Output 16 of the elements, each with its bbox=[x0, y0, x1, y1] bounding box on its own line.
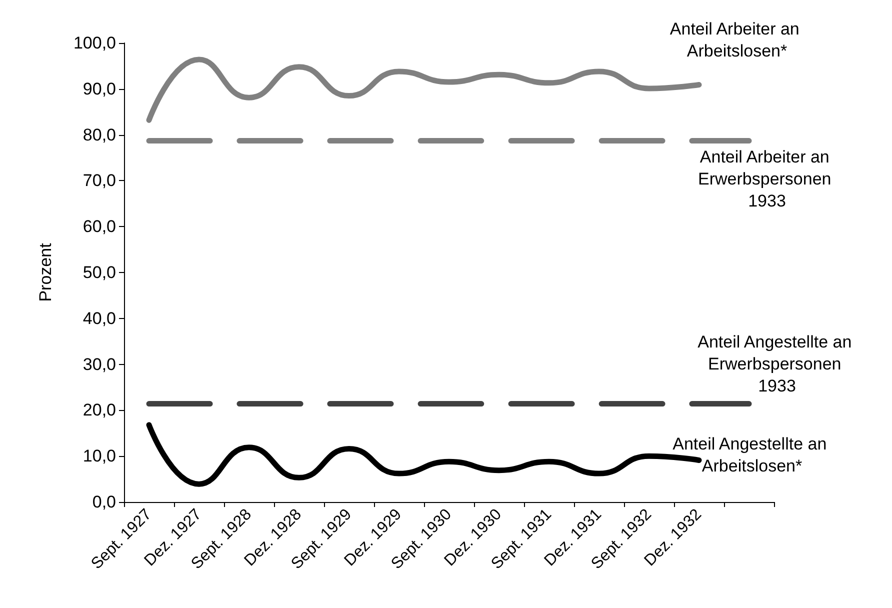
series-label: Anteil Angestellte an Arbeitslosen* bbox=[672, 434, 832, 476]
y-tick-label: 20,0 bbox=[82, 400, 116, 420]
y-tick-label: 70,0 bbox=[82, 171, 116, 190]
y-tick-label: 60,0 bbox=[82, 217, 116, 236]
y-tick-label: 50,0 bbox=[82, 263, 116, 282]
y-tick-label: 100,0 bbox=[73, 34, 116, 52]
y-tick-label: 30,0 bbox=[82, 354, 116, 374]
y-axis-title: Prozent bbox=[36, 242, 55, 302]
series-label: Anteil Arbeiter an Arbeitslosen* bbox=[670, 19, 804, 60]
y-tick-label: 90,0 bbox=[82, 79, 116, 98]
y-tick-label: 80,0 bbox=[82, 125, 116, 144]
y-tick-label: 10,0 bbox=[82, 446, 116, 466]
series-label: Anteil Angestellte an Erwerbspersonen 1933 bbox=[698, 332, 856, 396]
y-tick-label: 0,0 bbox=[92, 492, 116, 512]
y-tick-label: 40,0 bbox=[82, 308, 116, 328]
series-label: Anteil Arbeiter an Erwerbspersonen 1933 bbox=[698, 147, 836, 210]
